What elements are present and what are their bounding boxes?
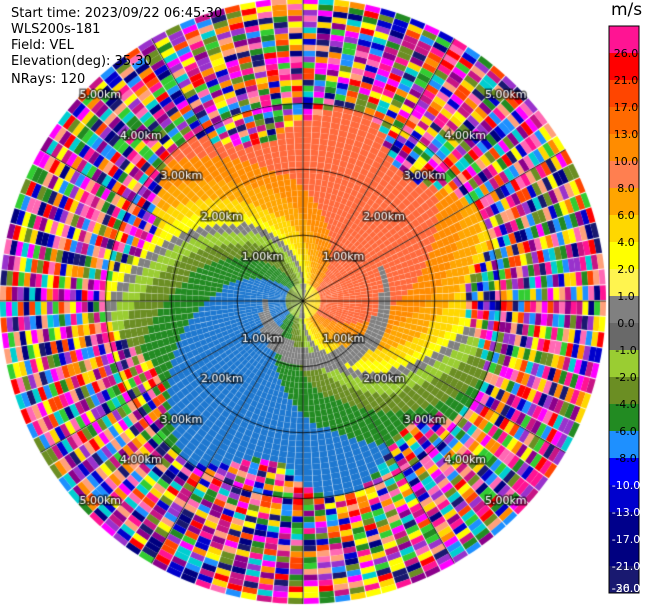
- start-time-label: Start time: 2023/09/22 06:45:30: [11, 6, 223, 21]
- field-label: Field: VEL: [11, 38, 74, 53]
- elevation-label: Elevation(deg): 35.30: [11, 54, 152, 69]
- nrays-label: NRays: 120: [11, 72, 86, 87]
- instrument-label: WLS200s-181: [11, 22, 101, 37]
- colorbar-title: m/s: [611, 0, 643, 20]
